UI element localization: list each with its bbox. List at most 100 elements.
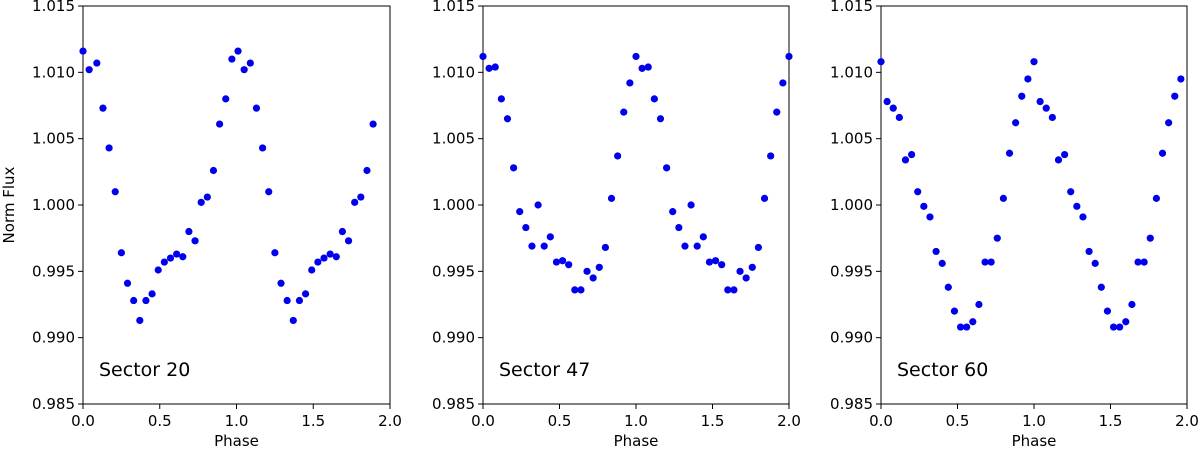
data-point — [1073, 202, 1081, 210]
data-point — [626, 79, 634, 87]
data-point — [148, 290, 156, 298]
data-point — [920, 202, 928, 210]
data-point — [705, 258, 714, 266]
x-tick-label: 2.0 — [378, 412, 402, 430]
sector-annotation: Sector 60 — [897, 359, 988, 381]
data-point — [295, 296, 304, 305]
data-point — [351, 198, 359, 206]
data-point — [877, 58, 885, 66]
y-tick-label: 1.010 — [32, 63, 75, 81]
y-tick-label: 1.005 — [432, 130, 475, 148]
data-point — [620, 108, 628, 116]
data-point — [479, 52, 487, 61]
data-point — [558, 257, 567, 265]
data-point — [344, 237, 353, 245]
data-point — [987, 258, 995, 266]
data-point — [687, 201, 695, 209]
data-point — [320, 254, 328, 262]
data-point — [185, 227, 193, 236]
data-point — [85, 66, 93, 74]
data-point — [663, 164, 671, 172]
data-point — [1091, 259, 1099, 267]
data-point — [546, 233, 554, 241]
data-point — [197, 198, 205, 206]
data-point — [528, 242, 536, 250]
data-point — [1048, 113, 1056, 122]
x-tick-label: 2.0 — [1175, 412, 1199, 430]
data-point — [914, 188, 922, 196]
y-tick-label: 0.990 — [32, 329, 75, 347]
y-tick-label: 0.985 — [432, 395, 475, 413]
data-point — [301, 290, 310, 298]
data-point — [1079, 213, 1087, 221]
data-point — [485, 64, 493, 72]
data-point — [252, 104, 261, 112]
data-point — [926, 213, 934, 221]
data-point — [1005, 149, 1014, 157]
data-point — [1140, 258, 1148, 266]
data-point — [711, 257, 720, 265]
sector-annotation: Sector 20 — [99, 359, 190, 381]
data-point — [607, 194, 616, 202]
data-point — [258, 144, 267, 152]
data-point — [503, 115, 512, 123]
data-point — [901, 156, 910, 164]
y-tick-label: 0.985 — [32, 395, 75, 413]
panel-2: 0.985 0.990 0.995 1.000 1.005 1.010 1.015 0.0 0.… — [432, 0, 801, 450]
data-point — [1085, 247, 1093, 256]
data-point — [357, 193, 365, 201]
data-point — [283, 296, 291, 305]
data-point — [601, 243, 610, 252]
data-point — [491, 63, 499, 71]
data-point — [614, 152, 622, 160]
data-point — [277, 279, 285, 287]
data-point — [222, 95, 230, 103]
y-tick-label: 0.985 — [830, 395, 873, 413]
data-point — [644, 63, 652, 71]
data-point — [724, 286, 732, 294]
y-tick-label: 0.990 — [830, 329, 873, 347]
data-point — [1042, 104, 1050, 112]
data-point — [963, 323, 971, 331]
data-point — [534, 201, 542, 209]
y-tick-label: 1.000 — [830, 196, 873, 214]
data-point — [718, 261, 726, 269]
data-point — [583, 267, 591, 275]
data-point — [950, 307, 959, 315]
data-point — [1109, 323, 1118, 331]
data-point — [730, 286, 738, 294]
data-point — [767, 152, 775, 160]
data-point — [326, 250, 334, 258]
data-point — [234, 47, 242, 55]
data-point — [632, 52, 640, 61]
data-point — [565, 261, 573, 269]
y-tick-label: 0.995 — [32, 262, 75, 280]
data-point — [142, 296, 150, 305]
data-point — [895, 113, 903, 122]
y-tick-label: 1.010 — [830, 63, 873, 81]
data-point — [736, 267, 744, 275]
data-point — [1146, 234, 1154, 242]
data-point — [785, 52, 793, 61]
data-point — [883, 97, 891, 106]
data-point — [589, 274, 597, 282]
data-point — [693, 242, 701, 250]
x-tick-label: 1.0 — [624, 412, 648, 430]
x-tick-label: 2.0 — [777, 412, 801, 430]
y-tick-label: 1.005 — [32, 130, 75, 148]
y-tick-label: 1.015 — [32, 0, 75, 15]
data-point — [1128, 300, 1136, 309]
y-tick-label: 1.000 — [32, 196, 75, 214]
panel-1: 0.985 0.990 0.995 1.000 1.005 1.010 1.015 0.0 0.… — [0, 0, 402, 450]
data-point — [314, 258, 322, 266]
data-point — [209, 166, 218, 175]
data-point — [779, 79, 787, 87]
data-point — [889, 104, 897, 112]
data-point — [166, 254, 175, 262]
data-point — [99, 104, 107, 112]
data-point — [271, 249, 279, 257]
x-axis-label: Phase — [614, 432, 659, 450]
data-point — [938, 259, 946, 267]
data-point — [577, 286, 585, 294]
data-point — [160, 258, 168, 266]
